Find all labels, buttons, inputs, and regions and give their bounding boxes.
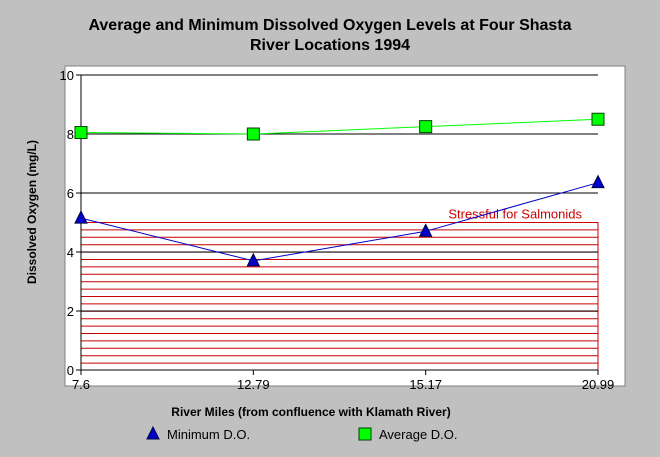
data-point-average-do [246, 127, 260, 141]
data-point-minimum-do [74, 209, 88, 224]
series-line-minimum-do [80, 182, 599, 262]
y-tick-label: 2 [67, 304, 74, 319]
data-point-minimum-do [418, 223, 433, 237]
data-point-minimum-do [246, 252, 261, 267]
legend-label-average-do: Average D.O. [379, 427, 458, 442]
data-point-minimum-do [591, 174, 605, 189]
x-tick-label: 7.6 [72, 377, 90, 392]
series-line-average-do [80, 118, 599, 135]
stress-band-label: Stressful for Salmonids [448, 207, 582, 222]
x-tick-label: 20.99 [582, 377, 615, 392]
y-tick-label: 8 [67, 127, 74, 142]
y-tick-label: 4 [67, 245, 74, 260]
chart-title-line-1: Average and Minimum Dissolved Oxygen Lev… [88, 17, 571, 34]
grid-layer [81, 74, 598, 312]
legend-marker-average-do [358, 427, 372, 441]
data-point-average-do [74, 126, 88, 140]
series-layer [74, 112, 605, 267]
axis-layer: 0 2 4 6 8 10 7.6 12.79 15.17 20.99 [60, 68, 615, 392]
x-tick-label: 15.17 [409, 377, 442, 392]
legend-label-minimum-do: Minimum D.O. [167, 427, 250, 442]
x-tick-label: 12.79 [237, 377, 270, 392]
plot-area [64, 65, 626, 387]
data-point-average-do [419, 120, 433, 134]
data-point-average-do [591, 112, 605, 126]
x-axis-label: River Miles (from confluence with Klamat… [171, 405, 450, 419]
y-tick-label: 10 [60, 68, 74, 83]
y-tick-label: 6 [67, 186, 74, 201]
chart-title-line-2: River Locations 1994 [250, 37, 410, 54]
legend-marker-minimum-do [146, 425, 160, 440]
y-tick-label: 0 [67, 363, 74, 378]
y-axis-label: Dissolved Oxygen (mg/L) [25, 140, 39, 284]
legend: Minimum D.O. Average D.O. [146, 425, 458, 442]
